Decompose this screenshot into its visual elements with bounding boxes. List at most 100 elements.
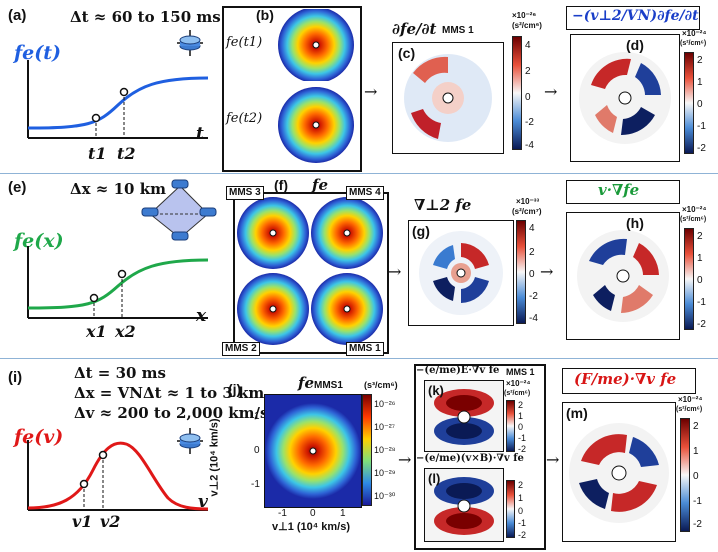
colorbar-tick: 10⁻²⁸ <box>374 445 396 455</box>
panel-d-title-box <box>566 6 700 30</box>
mms-tag: MMS 1 <box>346 342 384 356</box>
panel-j-title: fe <box>298 374 314 392</box>
colorbar-tick: 0 <box>693 471 699 482</box>
panel-k-scale: ×10⁻²⁴ <box>506 379 531 388</box>
panel-m-scale: ×10⁻²⁴ <box>678 395 703 404</box>
row-divider <box>0 173 718 174</box>
colorbar-tick: 2 <box>518 480 524 490</box>
colorbar-tick: 0 <box>518 422 524 432</box>
arrow-icon: → <box>364 82 378 101</box>
panel-d-title: −(v⊥2/VN)∂fe/∂t <box>572 8 699 24</box>
colorbar-tick: 2 <box>518 400 524 410</box>
colorbar-tick: 0 <box>697 99 703 110</box>
panel-k-image <box>425 381 503 451</box>
colorbar-tick: -2 <box>529 291 538 302</box>
panel-k-label: (k) <box>428 383 444 398</box>
colorbar-tick: -2 <box>697 143 706 154</box>
panel-b-row2-label: fe(t2) <box>226 111 263 126</box>
panel-a-xlabel: t <box>196 124 204 144</box>
panel-l-colorbar <box>506 480 515 538</box>
panel-k-unit: (s²/cm⁶) <box>504 390 531 397</box>
panel-c-image-frame <box>392 42 504 154</box>
y-tick: 0 <box>254 445 260 456</box>
panel-f-mms2-image <box>237 273 309 345</box>
panel-c-tag: MMS 1 <box>442 25 474 36</box>
panel-h-unit: (s²/cm⁶) <box>680 216 707 223</box>
panel-i-line1: Δt = 30 ms <box>74 364 166 382</box>
arrow-icon: → <box>546 450 560 469</box>
colorbar-tick: 1 <box>697 77 703 88</box>
panel-i-plot <box>27 440 209 511</box>
spacecraft-icon <box>177 428 203 454</box>
mms-tag: MMS 3 <box>226 186 264 200</box>
panel-e-label: (e) <box>8 179 27 196</box>
panel-m-image-frame <box>562 402 676 542</box>
colorbar-tick: 0 <box>525 92 531 103</box>
panel-i-ylabel: fe(v) <box>14 426 64 448</box>
panel-e-ylabel: fe(x) <box>14 230 64 252</box>
colorbar-tick: 2 <box>525 66 531 77</box>
colorbar-tick: -2 <box>697 319 706 330</box>
panel-d-unit: (s²/cm⁶) <box>680 40 707 47</box>
colorbar-tick: 2 <box>697 55 703 66</box>
panel-e-x1: x1 <box>86 322 107 341</box>
colorbar-tick: 4 <box>529 223 535 234</box>
colorbar-tick: 1 <box>693 446 699 457</box>
panel-m-label: (m) <box>566 405 588 421</box>
mms-tag: MMS 4 <box>346 186 384 200</box>
colorbar-tick: 2 <box>693 421 699 432</box>
panel-k-tag: MMS 1 <box>506 367 535 377</box>
panel-f-title: fe <box>312 176 328 194</box>
panel-c-image <box>404 54 492 142</box>
panel-g-image <box>419 231 503 315</box>
colorbar-tick: 10⁻³⁰ <box>374 491 396 501</box>
panel-j-colorbar <box>362 394 372 506</box>
panel-e-xlabel: x <box>196 306 207 326</box>
panel-h-image-frame <box>566 212 680 340</box>
panel-f-mms1-image <box>311 273 383 345</box>
panel-d-image <box>579 52 671 144</box>
panel-a-x1: t1 <box>88 144 107 163</box>
panel-m-title: (F/me)·∇v fe <box>574 370 677 388</box>
panel-h-title: v·∇fe <box>598 181 640 199</box>
panel-c-title: ∂fe/∂t <box>392 20 437 38</box>
panel-i-line2: Δx = VNΔt ≈ 1 to 3 km <box>74 384 265 402</box>
panel-a-plot <box>27 60 209 139</box>
panel-c-scale: ×10⁻²⁶ <box>512 11 537 20</box>
colorbar-tick: -2 <box>518 530 527 540</box>
colorbar-tick: -2 <box>518 444 527 454</box>
panel-i-line3: Δv ≈ 200 to 2,000 km/s <box>74 404 269 422</box>
panel-b-row1-label: fe(t1) <box>226 35 263 50</box>
panel-h-image <box>577 230 669 322</box>
colorbar-tick: 1 <box>697 253 703 264</box>
colorbar-tick: -2 <box>525 117 534 128</box>
panel-l-image <box>425 469 503 541</box>
panel-f-mms4-image <box>311 197 383 269</box>
panel-i-x1: v1 <box>72 512 93 531</box>
panel-b-fe-t1-image <box>278 9 354 81</box>
colorbar-tick: 2 <box>529 247 535 258</box>
panel-g-label: (g) <box>412 223 430 239</box>
colorbar-tick: 1 <box>518 493 524 503</box>
panel-d-label: (d) <box>626 37 644 53</box>
colorbar-tick: 1 <box>518 411 524 421</box>
colorbar-tick: -4 <box>525 140 534 151</box>
colorbar-tick: 0 <box>697 275 703 286</box>
panel-c-colorbar <box>512 36 522 150</box>
panel-g-title: ∇⊥2 fe <box>414 196 472 214</box>
colorbar-tick: -1 <box>518 433 527 443</box>
panel-m-image <box>569 423 669 523</box>
panel-a-ylabel: fe(t) <box>14 42 62 64</box>
row-divider <box>0 358 718 359</box>
colorbar-tick: -2 <box>693 519 702 530</box>
arrow-icon: → <box>398 450 412 469</box>
y-tick: 1 <box>254 411 260 422</box>
panel-m-unit: (s²/cm⁶) <box>676 406 703 413</box>
x-tick: 1 <box>340 508 346 519</box>
panel-g-scale: ×10⁻³³ <box>516 197 540 206</box>
panel-l-label: (l) <box>428 471 441 486</box>
panel-j-unit: (s³/cm⁶) <box>364 380 398 390</box>
panel-a-x2: t2 <box>117 144 136 163</box>
x-tick: -1 <box>278 508 287 519</box>
